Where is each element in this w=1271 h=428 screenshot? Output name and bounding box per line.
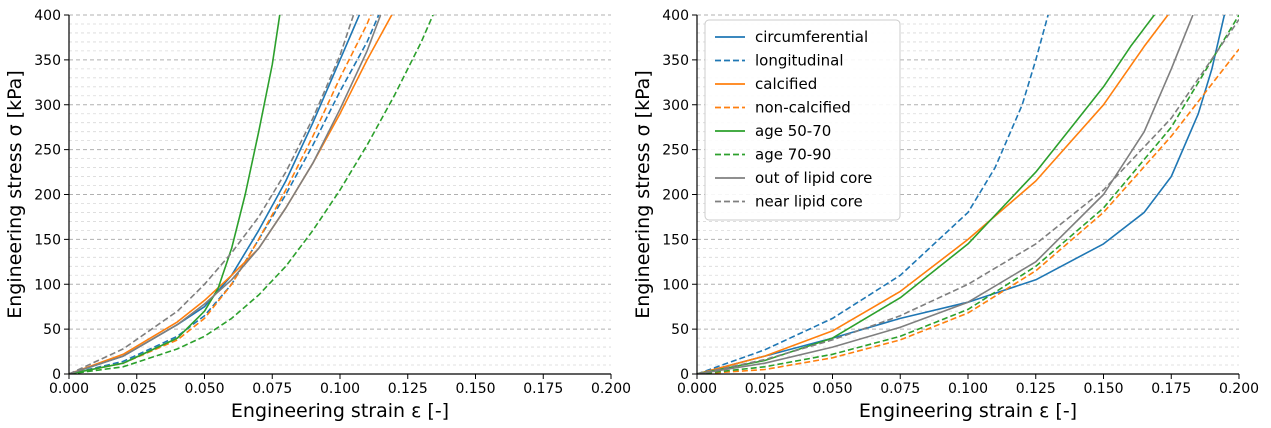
- series-line-1: [69, 15, 361, 374]
- x-tick-label: 0.050: [184, 381, 224, 397]
- x-tick-label: 0.200: [1219, 381, 1259, 397]
- legend-entry: out of lipid core: [755, 169, 872, 187]
- series-line-3: [697, 15, 1169, 374]
- x-tick-label: 0.075: [880, 381, 920, 397]
- x-tick-label: 0.175: [1151, 381, 1191, 397]
- x-axis-label: Engineering strain ε [-]: [859, 400, 1077, 422]
- legend-entry: age 70-90: [755, 146, 831, 164]
- y-tick-label: 100: [34, 277, 61, 293]
- x-tick-label: 0.150: [455, 381, 495, 397]
- series-line-7: [697, 15, 1194, 374]
- y-tick-label: 200: [662, 188, 689, 204]
- series-line-2: [697, 15, 1049, 374]
- x-tick-label: 0.075: [252, 381, 292, 397]
- y-tick-label: 50: [43, 322, 61, 338]
- x-tick-label: 0.175: [523, 381, 563, 397]
- series-line-8: [697, 19, 1239, 374]
- y-tick-label: 400: [34, 8, 61, 24]
- series-line-6: [69, 15, 434, 374]
- legend-entry: near lipid core: [755, 193, 863, 211]
- x-tick-label: 0.200: [591, 381, 631, 397]
- y-axis-label: Engineering stress σ [kPa]: [4, 70, 26, 318]
- legend-entry: age 50-70: [755, 122, 831, 140]
- series-line-7: [69, 15, 382, 374]
- y-tick-label: 0: [680, 367, 689, 383]
- series-line-5: [69, 15, 281, 374]
- y-tick-label: 0: [52, 367, 61, 383]
- series-line-4: [69, 15, 372, 374]
- series-line-6: [697, 15, 1239, 374]
- x-tick-label: 0.125: [388, 381, 428, 397]
- y-tick-label: 50: [671, 322, 689, 338]
- x-tick-label: 0.100: [320, 381, 360, 397]
- y-tick-label: 200: [34, 188, 61, 204]
- legend-entry: calcified: [755, 75, 817, 93]
- x-axis-label: Engineering strain ε [-]: [231, 400, 449, 422]
- legend: circumferential longitudinal calcified non-…: [704, 19, 901, 221]
- x-tick-label: 0.050: [812, 381, 852, 397]
- y-tick-label: 300: [662, 98, 689, 114]
- series-group: [69, 15, 434, 374]
- series-line-3: [69, 15, 393, 374]
- series-group: [697, 15, 1239, 374]
- chart-panel-1: 0.000 0.025 0.050 0.075 0.100 0.125 0.150 0.175…: [4, 8, 631, 422]
- y-axis-label: Engineering stress σ [kPa]: [632, 70, 654, 318]
- y-tick-label: 300: [34, 98, 61, 114]
- legend-entry: circumferential: [755, 28, 868, 46]
- y-tick-label: 250: [34, 143, 61, 159]
- y-tick-label: 150: [662, 232, 689, 248]
- x-tick-label: 0.150: [1083, 381, 1123, 397]
- x-tick-label: 0.000: [49, 381, 89, 397]
- y-tick-label: 350: [34, 53, 61, 69]
- legend-entry: non-calcified: [755, 99, 851, 117]
- x-tick-label: 0.100: [948, 381, 988, 397]
- x-tick-label: 0.025: [117, 381, 157, 397]
- legend-box: [704, 19, 901, 221]
- legend-entry: longitudinal: [755, 52, 843, 70]
- series-line-2: [69, 15, 380, 374]
- series-line-4: [697, 48, 1239, 374]
- series-line-8: [69, 15, 355, 374]
- y-tick-label: 350: [662, 53, 689, 69]
- y-tick-label: 400: [662, 8, 689, 24]
- chart-panel-2: 0.000 0.025 0.050 0.075 0.100 0.125 0.150 0.175…: [632, 8, 1259, 422]
- x-tick-label: 0.000: [677, 381, 717, 397]
- y-tick-label: 150: [34, 232, 61, 248]
- x-tick-label: 0.125: [1016, 381, 1056, 397]
- x-tick-label: 0.025: [745, 381, 785, 397]
- y-tick-label: 250: [662, 143, 689, 159]
- y-tick-label: 100: [662, 277, 689, 293]
